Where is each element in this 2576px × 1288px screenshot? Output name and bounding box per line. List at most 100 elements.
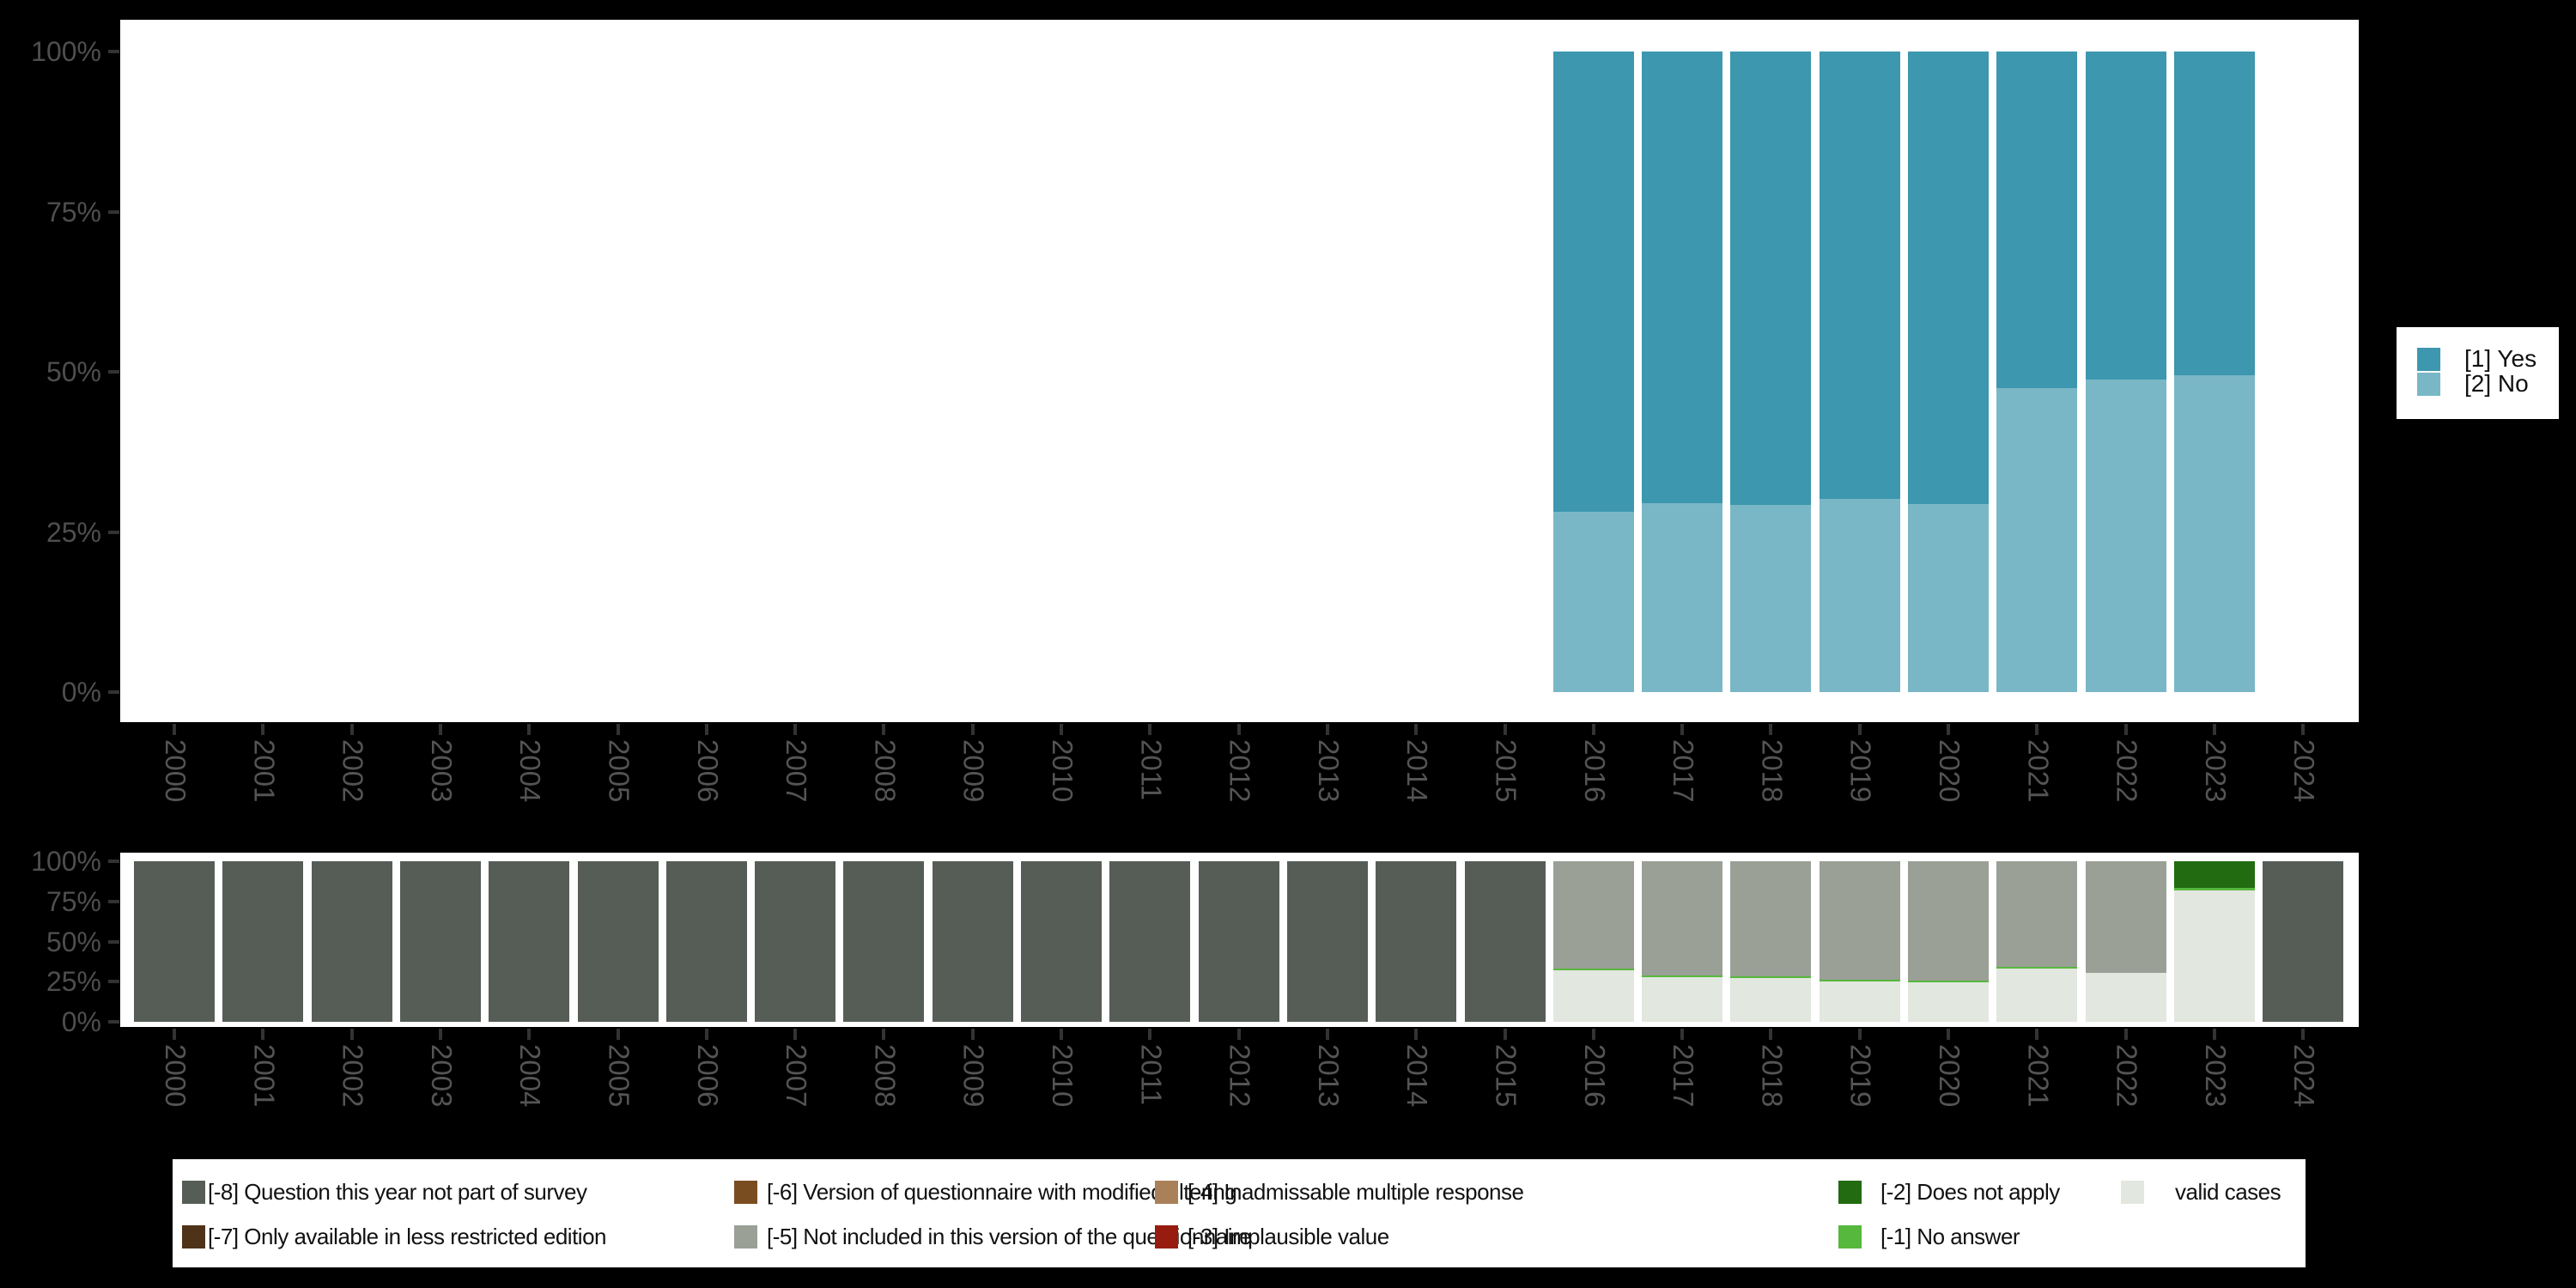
x-axis-year-label: 2005 (603, 739, 635, 803)
x-axis-tick (2123, 1029, 2128, 1040)
legend-swatch--3 (1155, 1225, 1178, 1249)
stacked-bar-responses-2021 (1996, 52, 2078, 692)
x-axis-tick (2212, 724, 2216, 735)
stacked-bar-missing-values-2010 (1021, 861, 1102, 1022)
x-axis-year-label: 2000 (160, 739, 191, 803)
x-axis-year-label: 2005 (603, 1044, 635, 1108)
bar-segment-no (2085, 380, 2166, 692)
stacked-bar-missing-values-2022 (2085, 861, 2166, 1022)
x-axis-year-label: 2011 (1135, 1044, 1168, 1105)
stacked-bar-missing-values-2023 (2173, 861, 2255, 1022)
x-axis-year-label: 2016 (1578, 739, 1611, 803)
legend-label-no: [2] No (2464, 370, 2529, 397)
bar-segment-valid (2173, 890, 2255, 1022)
y-axis-percent-label: 75% (46, 885, 101, 917)
bar-segment-yes (1642, 52, 1723, 503)
bar-segment--8 (399, 861, 481, 1022)
x-axis-tick (704, 1029, 708, 1040)
x-axis-year-label: 2012 (1224, 739, 1256, 803)
legend-swatch-valid (2121, 1181, 2144, 1204)
x-axis-year-label: 2020 (1934, 1044, 1965, 1108)
bar-segment-yes (2085, 52, 2166, 380)
y-axis-percent-label: 75% (46, 196, 101, 228)
legend-swatch--8 (182, 1181, 205, 1204)
x-axis-year-label: 2017 (1668, 739, 1700, 803)
legend-swatch--4 (1155, 1181, 1178, 1204)
x-axis-tick (1148, 724, 1152, 735)
x-axis-tick (349, 724, 354, 735)
y-axis-percent-label: 50% (46, 926, 101, 957)
stacked-bar-responses-2022 (2085, 52, 2166, 692)
bar-segment--8 (665, 861, 747, 1022)
x-axis-tick (2035, 1029, 2039, 1040)
x-axis-year-label: 2001 (248, 739, 281, 803)
legend-label--4: [-4] Inadmissable multiple response (1188, 1179, 1524, 1205)
legend-swatch--1 (1838, 1225, 1862, 1249)
bar-segment-valid (1552, 970, 1634, 1022)
x-axis-tick (261, 1029, 265, 1040)
bar-segment--8 (2263, 861, 2344, 1022)
x-axis-year-label: 2011 (1135, 739, 1168, 800)
x-axis-tick (1591, 724, 1595, 735)
legend-label-yes: [1] Yes (2464, 345, 2537, 372)
legend-label-valid: valid cases (2175, 1179, 2281, 1205)
legend-label--5: [-5] Not included in this version of the… (767, 1224, 1252, 1249)
bottom-chart-plot-area (120, 853, 2359, 1027)
x-axis-tick (970, 1029, 975, 1040)
bar-segment--8 (489, 861, 570, 1022)
bar-segment-no (1552, 511, 1634, 692)
legend-swatch-no (2417, 373, 2440, 396)
bar-segment--8 (1376, 861, 1457, 1022)
x-axis-tick (1857, 1029, 1862, 1040)
x-axis-tick (173, 724, 176, 735)
bar-segment--8 (932, 861, 1013, 1022)
y-axis-percent-label: 100% (31, 36, 101, 67)
bar-segment-no (1642, 502, 1723, 692)
x-axis-tick (1060, 1029, 1063, 1040)
bar-segment--8 (311, 861, 392, 1022)
x-axis-year-label: 2004 (514, 739, 547, 803)
bar-segment--5 (1908, 861, 1989, 981)
bar-segment-no (1996, 387, 2078, 692)
x-axis-tick (1060, 724, 1063, 735)
bar-segment-valid (2085, 972, 2166, 1022)
x-axis-year-label: 2021 (2022, 739, 2055, 803)
legend-label--3: [-3] Implausible value (1188, 1224, 1389, 1249)
x-axis-tick (527, 724, 532, 735)
x-axis-year-label: 2009 (957, 1044, 990, 1108)
x-axis-year-label: 2015 (1490, 1044, 1522, 1108)
x-axis-tick (882, 1029, 886, 1040)
stacked-bar-responses-2023 (2173, 52, 2255, 692)
x-axis-tick (349, 1029, 354, 1040)
legend-label--7: [-7] Only available in less restricted e… (208, 1224, 607, 1249)
bar-segment-no (2173, 374, 2255, 692)
bar-segment-valid (1730, 978, 1812, 1022)
stacked-bar-missing-values-2002 (311, 861, 392, 1022)
x-axis-tick (1503, 724, 1507, 735)
bar-segment-yes (1996, 52, 2078, 388)
x-axis-tick (1414, 1029, 1419, 1040)
legend-swatch--7 (182, 1225, 205, 1249)
x-axis-year-label: 2006 (691, 1044, 724, 1108)
stacked-bar-missing-values-2009 (932, 861, 1013, 1022)
stacked-bar-responses-2019 (1819, 52, 1900, 692)
bar-segment--2 (2173, 861, 2255, 889)
x-axis-tick (2301, 1029, 2306, 1040)
x-axis-year-label: 2003 (425, 1044, 458, 1108)
bar-segment--8 (843, 861, 925, 1022)
x-axis-tick (2123, 724, 2128, 735)
x-axis-tick (438, 724, 442, 735)
y-axis-percent-label: 0% (61, 1006, 101, 1037)
bar-segment-yes (1552, 52, 1634, 512)
x-axis-year-label: 2002 (337, 739, 369, 803)
x-axis-tick (1680, 1029, 1685, 1040)
x-axis-tick (1857, 724, 1862, 735)
x-axis-year-label: 2013 (1312, 1044, 1345, 1108)
bar-segment-valid (1642, 977, 1723, 1022)
y-axis-tick (108, 370, 119, 374)
bar-segment--5 (1996, 861, 2078, 967)
stacked-bar-responses-2018 (1730, 52, 1812, 692)
stacked-bar-missing-values-2024 (2263, 861, 2344, 1022)
x-axis-year-label: 2002 (337, 1044, 369, 1108)
